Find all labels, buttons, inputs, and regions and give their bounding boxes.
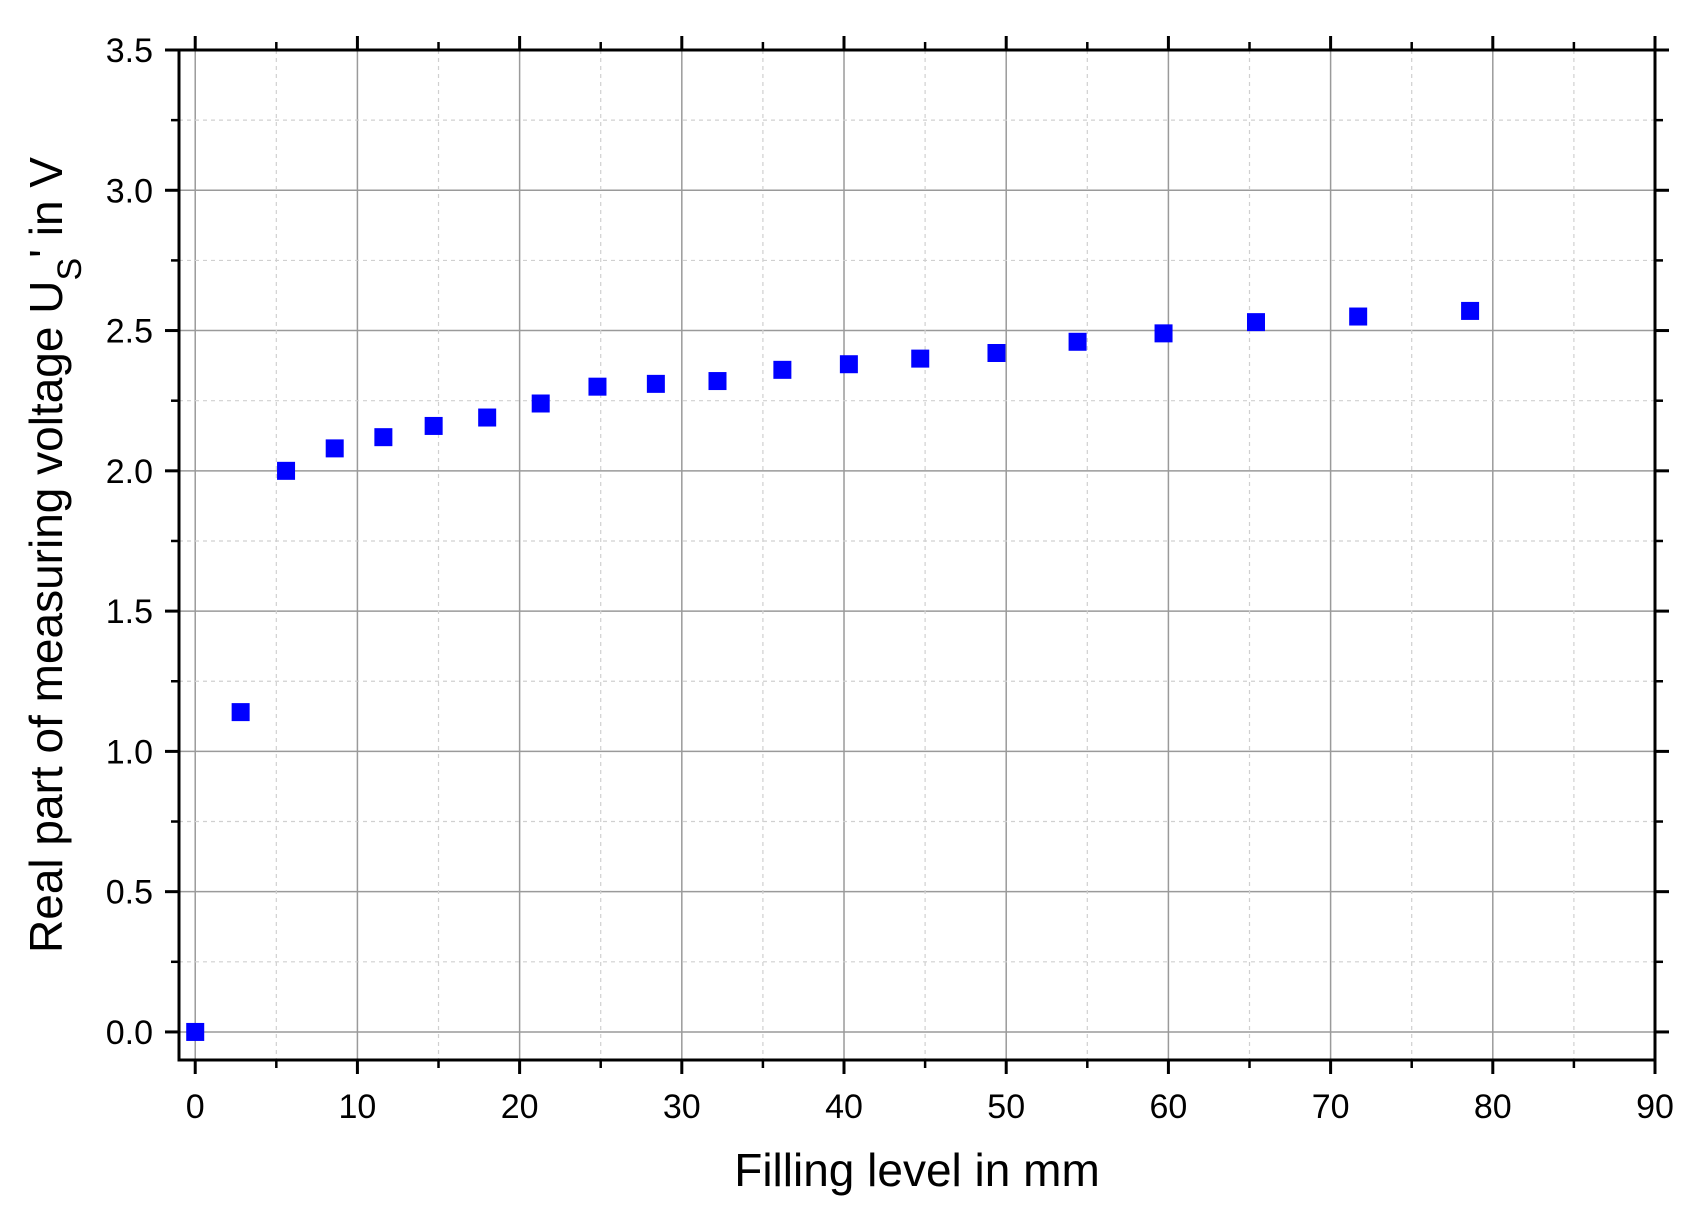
y-tick-label: 1.5 — [106, 593, 153, 631]
plot-frame — [177, 48, 1657, 1062]
y-tick-label: 0.0 — [106, 1014, 153, 1052]
x-tick-label: 20 — [501, 1088, 539, 1126]
data-point — [231, 703, 250, 722]
data-point — [588, 377, 607, 396]
y-tick-label: 2.0 — [106, 453, 153, 491]
x-tick-label: 80 — [1474, 1088, 1512, 1126]
x-tick-label: 0 — [186, 1088, 205, 1126]
y-tick-labels: 0.0 0.5 1.0 1.5 2.0 2.5 3.0 3.5 — [106, 32, 153, 1052]
y-axis-title: Real part of measuring voltage US' in V — [20, 157, 89, 953]
x-tick-labels: 0 10 20 30 40 50 60 70 80 90 — [186, 1088, 1674, 1126]
data-point — [839, 355, 858, 374]
major-gridlines — [179, 49, 1656, 1060]
data-point — [773, 360, 792, 379]
data-point — [424, 416, 443, 435]
x-tick-label: 50 — [987, 1088, 1025, 1126]
minor-gridlines — [179, 50, 1655, 1060]
data-point — [708, 372, 727, 391]
data-point — [1461, 301, 1480, 320]
data-point — [531, 394, 550, 413]
x-tick-label: 70 — [1312, 1088, 1350, 1126]
data-point — [646, 374, 665, 393]
data-point — [186, 1022, 205, 1041]
data-point — [987, 344, 1006, 362]
x-tick-label: 10 — [339, 1088, 377, 1126]
x-tick-label: 90 — [1636, 1088, 1674, 1126]
x-tick-label: 40 — [825, 1088, 863, 1126]
y-axis-title-main: Real part of measuring voltage U — [20, 281, 72, 953]
y-tick-label: 0.5 — [106, 874, 153, 912]
data-point — [277, 461, 296, 480]
x-axis-title: Filling level in mm — [734, 1144, 1100, 1196]
data-point — [1068, 332, 1087, 351]
data-point — [1349, 307, 1368, 326]
data-point — [1246, 313, 1265, 332]
data-point — [911, 349, 930, 368]
data-point — [374, 428, 393, 447]
data-point — [325, 439, 344, 458]
y-tick-label: 2.5 — [106, 313, 153, 351]
data-point — [1154, 324, 1173, 343]
axis-ticks — [165, 36, 1669, 1074]
y-tick-label: 1.0 — [106, 733, 153, 771]
y-tick-label: 3.5 — [106, 32, 153, 70]
y-tick-label: 3.0 — [106, 172, 153, 210]
data-point — [478, 408, 497, 427]
y-axis-title-subscript: S — [51, 258, 89, 281]
x-tick-label: 30 — [663, 1088, 701, 1126]
y-axis-title-suffix: ' in V — [20, 157, 72, 258]
x-tick-label: 60 — [1149, 1088, 1187, 1126]
data-points — [186, 301, 1480, 1041]
